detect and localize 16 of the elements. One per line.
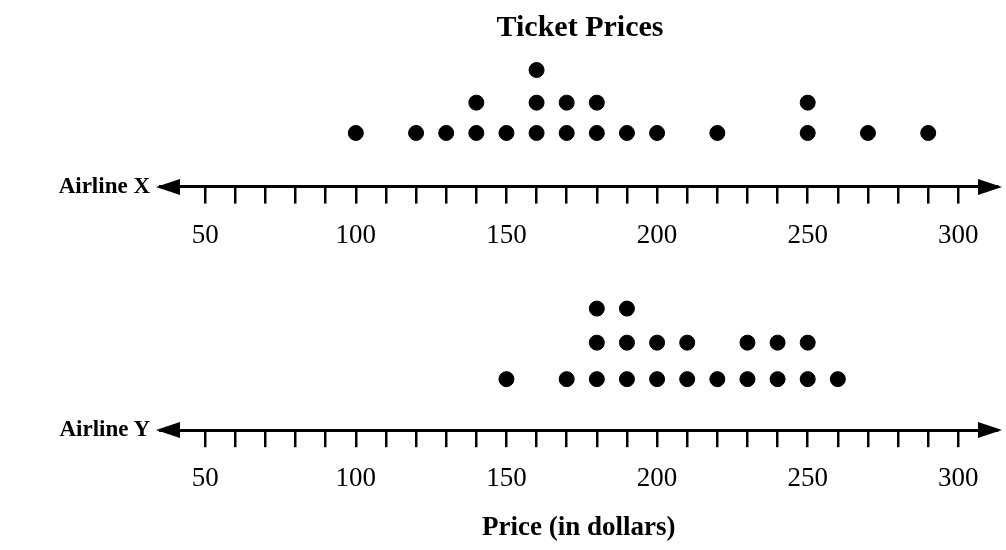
x-tick-label: 50 [191,462,219,493]
y-axis-title: Airline X [58,172,151,198]
x-tick-label: 100 [335,218,377,249]
x-tick-label: 100 [335,462,377,493]
x-tick-label: 300 [938,462,979,493]
chart-title: Ticket Prices [496,8,664,42]
x-tick-label: 200 [636,462,678,493]
y-axis-title: Airline Y [59,416,151,442]
x-tick-label: 250 [787,462,828,493]
x-tick-label: 200 [636,218,678,249]
x-tick-label: 300 [938,218,979,249]
x-tick-label: 150 [486,462,527,493]
x-tick-label: 250 [787,218,828,249]
x-tick-label: 150 [486,218,527,249]
x-tick-label: 50 [191,218,219,249]
x-axis-title: Price (in dollars) [482,510,676,541]
